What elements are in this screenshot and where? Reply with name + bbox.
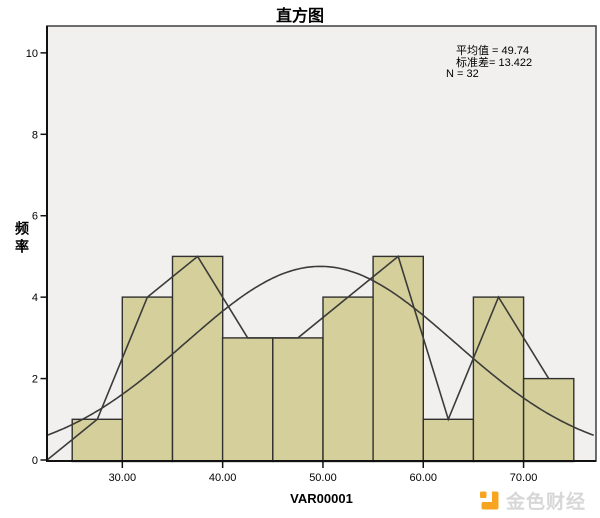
- x-tick-label: 40.00: [209, 472, 237, 484]
- histogram-bar: [221, 337, 274, 463]
- y-tick-label: 6: [32, 211, 38, 223]
- stats-box: 平均值 = 49.74 标准差= 13.422 N = 32: [446, 45, 533, 81]
- normal-curve-line: [46, 265, 594, 437]
- y-tick-label: 0: [32, 455, 38, 467]
- y-tick-label: 4: [32, 292, 38, 304]
- chart-title: 直方图: [275, 8, 324, 25]
- histogram-bar: [272, 337, 324, 463]
- logo-bracket: [481, 491, 499, 509]
- stat-mean: 平均值 = 49.74: [456, 45, 530, 57]
- stat-n: N = 32: [446, 68, 479, 80]
- frequency-polygon-line: [46, 255, 550, 461]
- x-axis-title: VAR00001: [290, 491, 353, 506]
- histogram-bar: [121, 296, 174, 463]
- x-tick-label: 70.00: [510, 472, 538, 484]
- histogram-bar: [372, 255, 425, 463]
- watermark-text: 金色财经: [506, 492, 587, 513]
- x-tick-label: 50.00: [309, 472, 337, 484]
- histogram-bar: [522, 377, 575, 463]
- histogram-bar: [171, 255, 224, 463]
- logo-dot: [480, 491, 487, 498]
- y-tick-label: 10: [26, 48, 38, 60]
- histogram-bar: [322, 296, 374, 463]
- jinse-logo-icon: [480, 491, 499, 509]
- x-tick-label: 30.00: [109, 472, 137, 484]
- histogram-bar: [71, 418, 124, 463]
- histogram-bar: [422, 418, 475, 463]
- y-axis-title: 频率: [14, 221, 30, 257]
- y-tick-label: 8: [32, 129, 38, 141]
- stat-std-dev: 标准差= 13.422: [456, 56, 533, 69]
- y-tick-label: 2: [32, 374, 38, 386]
- watermark: 金色财经: [479, 487, 586, 514]
- x-tick-label: 60.00: [409, 472, 437, 484]
